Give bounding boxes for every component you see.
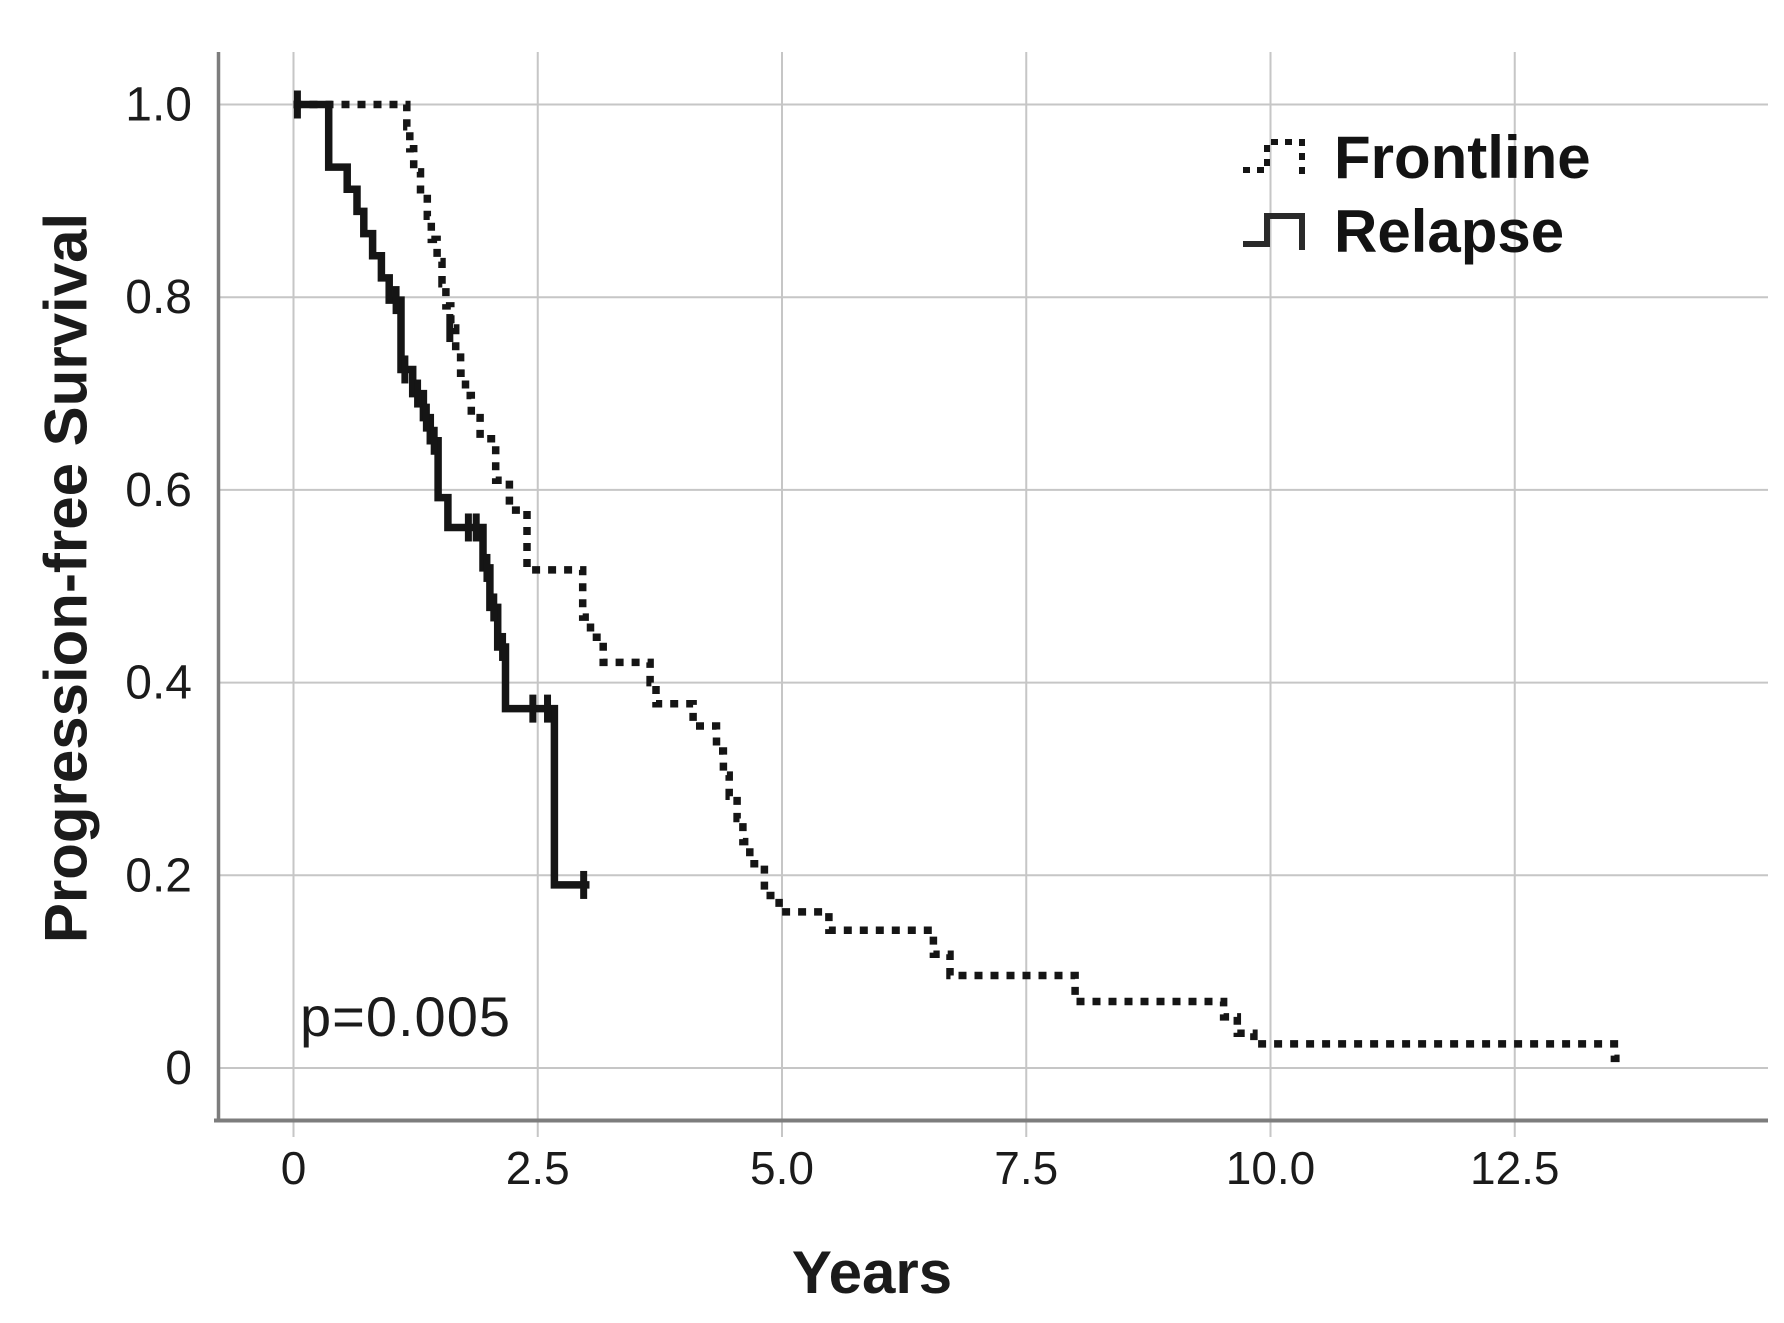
legend-label-frontline: Frontline <box>1334 124 1591 191</box>
x-tick-label: 2.5 <box>506 1142 570 1194</box>
p-value-annotation: p=0.005 <box>300 985 511 1048</box>
y-tick-label: 0.8 <box>125 271 192 324</box>
solid-step-line-icon <box>1243 213 1305 250</box>
dotted-step-line-icon <box>1243 139 1305 176</box>
x-tick-label: 5.0 <box>750 1142 814 1194</box>
legend-label-relapse: Relapse <box>1334 198 1565 265</box>
y-tick-label: 0.2 <box>125 849 192 902</box>
survival-curve-relapse <box>293 100 590 889</box>
legend: Frontline Relapse <box>1240 128 1591 262</box>
x-axis-title: Years <box>791 1239 953 1306</box>
x-tick-label: 0 <box>281 1142 307 1194</box>
x-tick-label: 12.5 <box>1470 1142 1560 1194</box>
y-tick-label: 0 <box>165 1042 192 1095</box>
x-tick-label: 10.0 <box>1226 1142 1316 1194</box>
y-tick-label: 1.0 <box>125 79 192 132</box>
survival-curve-frontline <box>293 100 1623 1063</box>
y-tick-label: 0.6 <box>125 464 192 517</box>
legend-item-relapse: Relapse <box>1240 202 1591 262</box>
legend-item-frontline: Frontline <box>1240 128 1591 188</box>
y-tick-label: 0.4 <box>125 657 192 710</box>
y-axis-title: Progression-free Survival <box>32 212 100 944</box>
x-tick-label: 7.5 <box>994 1142 1058 1194</box>
